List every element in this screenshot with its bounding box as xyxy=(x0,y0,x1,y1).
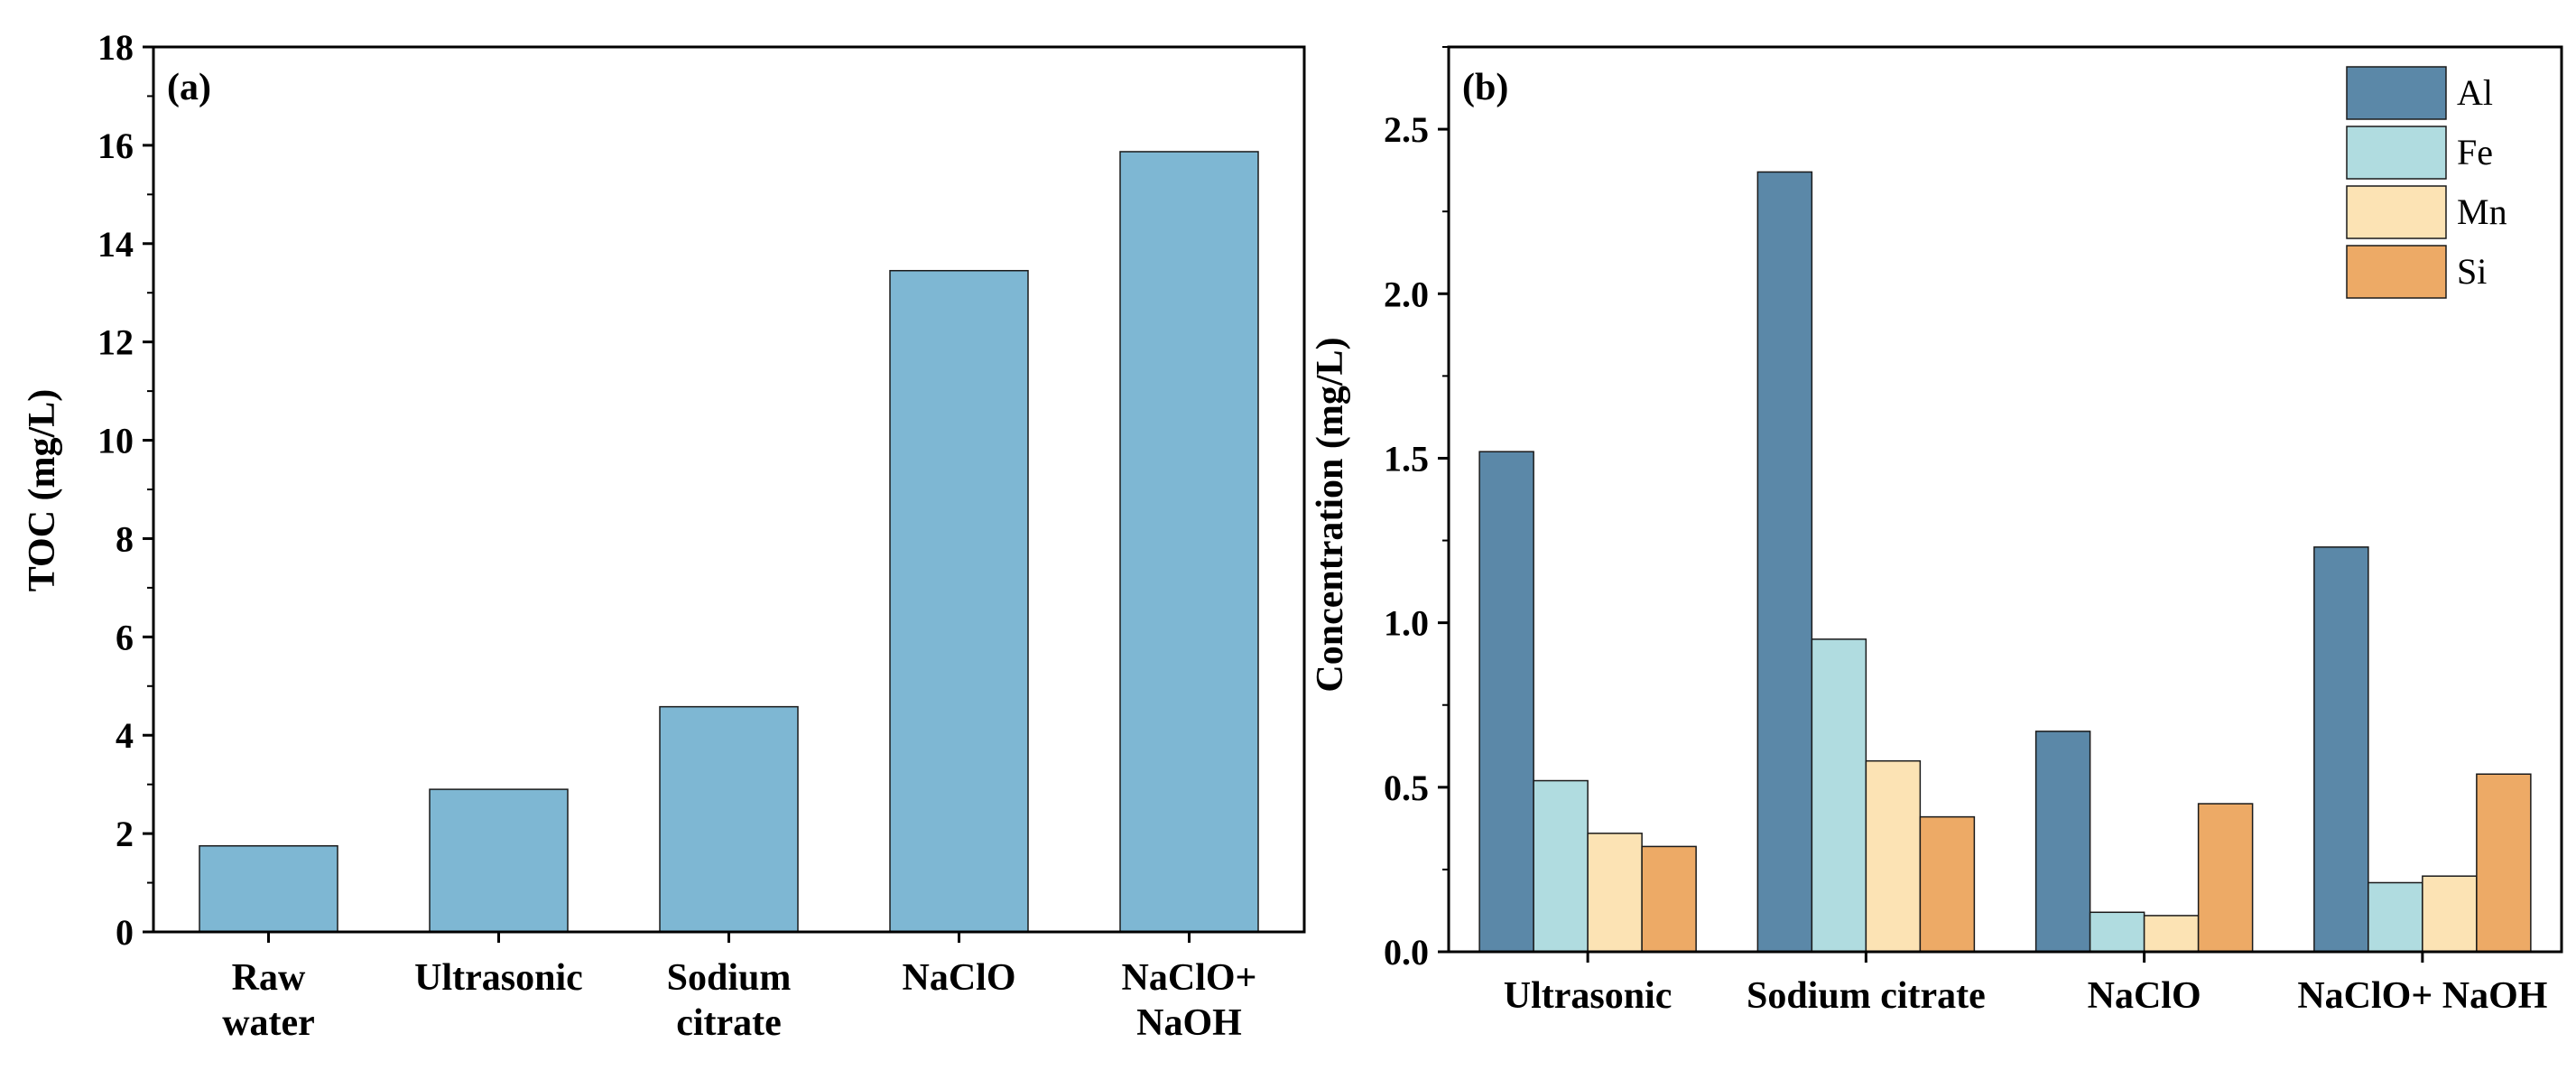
panel-b-y-tick-label: 1.0 xyxy=(1384,603,1429,644)
panel-a-bar xyxy=(659,705,799,933)
panel-b: Concentration (mg/L) (b) 0.0 0.5 1.0 1.5 2.0… xyxy=(1310,45,2563,1017)
legend-swatch-si xyxy=(2346,245,2447,299)
panel-b-bar-fe xyxy=(1811,638,1867,953)
panel-a-plot-frame xyxy=(152,45,1306,934)
panel-a-y-tick-label: 6 xyxy=(116,617,134,657)
panel-a-bar xyxy=(889,269,1029,933)
panel-a-bars xyxy=(199,151,1259,933)
panel-b-tag: (b) xyxy=(1462,67,1508,108)
panel-a-category-label: Sodium xyxy=(667,957,792,999)
panel-b-bar-fe xyxy=(2089,911,2145,953)
panel-a-y-tick-label: 0 xyxy=(116,912,134,953)
panel-b-y-tick-label: 2.5 xyxy=(1384,109,1429,150)
panel-b-bar-al xyxy=(2313,546,2369,953)
panel-b-bar-si xyxy=(2476,773,2532,953)
panel-a-y-axis-title: TOC (mg/L) xyxy=(22,389,63,591)
panel-a-ticks: 0 2 4 6 8 10 12 14 16 18 xyxy=(97,27,153,953)
panel-a-category-label: NaOH xyxy=(1136,1002,1242,1044)
panel-b-y-tick-label: 2.0 xyxy=(1384,274,1429,314)
panel-a-category-label: NaClO xyxy=(903,957,1016,999)
panel-b-category-label: Sodium citrate xyxy=(1747,975,1986,1017)
panel-b-y-axis-title: Concentration (mg/L) xyxy=(1310,337,1351,692)
panel-a-tag: (a) xyxy=(167,67,211,108)
legend-label-al: Al xyxy=(2457,72,2493,113)
panel-b-bar-mn xyxy=(1865,759,1922,953)
panel-a-y-tick-label: 18 xyxy=(97,27,134,68)
panel-b-category-labels: Ultrasonic Sodium citrate NaClO NaClO+ NaOH xyxy=(1504,952,2547,1017)
panel-b-bar-al xyxy=(1478,451,1534,953)
legend-swatch-fe xyxy=(2346,126,2447,180)
panel-a-category-label: water xyxy=(222,1002,315,1044)
panel-a-category-label: Ultrasonic xyxy=(414,957,583,999)
panel-b-bar-mn xyxy=(2422,875,2478,953)
panel-b-bar-si xyxy=(1919,815,1976,953)
panel-b-bar-al xyxy=(2034,731,2091,953)
panel-b-category-label: Ultrasonic xyxy=(1504,975,1673,1017)
legend-label-fe: Fe xyxy=(2457,132,2493,172)
panel-b-y-tick-label: 1.5 xyxy=(1384,438,1429,479)
panel-a-bar xyxy=(1119,151,1259,933)
panel-b-bar-si xyxy=(1641,845,1697,953)
panel-a-category-label: NaClO+ xyxy=(1122,957,1257,999)
legend-label-si: Si xyxy=(2457,251,2487,292)
legend-swatch-mn xyxy=(2346,185,2447,239)
panel-b-bar-fe xyxy=(2368,881,2423,953)
panel-b-bar-si xyxy=(2197,803,2254,953)
panel-b-bar-mn xyxy=(1587,833,1643,953)
panel-a-y-tick-label: 10 xyxy=(97,421,134,461)
panel-b-bar-al xyxy=(1756,171,1813,953)
panel-b-category-label: NaClO xyxy=(2088,975,2201,1017)
legend-label-mn: Mn xyxy=(2457,191,2507,232)
panel-a-y-tick-label: 14 xyxy=(97,224,134,265)
panel-a-y-tick-label: 8 xyxy=(116,518,134,559)
panel-b-plot-frame xyxy=(1447,45,2563,954)
legend-swatch-al xyxy=(2346,66,2447,120)
panel-a-bar xyxy=(199,844,338,933)
panel-b-y-tick-label: 0.0 xyxy=(1384,932,1429,973)
panel-a-y-tick-label: 4 xyxy=(116,715,134,756)
panel-b-ticks: 0.0 0.5 1.0 1.5 2.0 2.5 xyxy=(1384,46,1449,973)
panel-b-bar-mn xyxy=(2143,915,2200,953)
panel-a-category-label: citrate xyxy=(676,1002,782,1044)
panel-a-bar xyxy=(429,788,569,933)
panel-b-bar-fe xyxy=(1533,779,1589,953)
panel-b-category-label: NaClO+ NaOH xyxy=(2297,975,2547,1017)
panel-a-category-label: Raw xyxy=(232,957,306,999)
panel-a-y-tick-label: 2 xyxy=(116,814,134,854)
panel-a-y-tick-label: 12 xyxy=(97,322,134,363)
panel-b-bars xyxy=(1478,171,2532,953)
panel-a-y-tick-label: 16 xyxy=(97,126,134,166)
panel-b-y-tick-label: 0.5 xyxy=(1384,768,1429,808)
panel-b-legend: Al Fe Mn Si xyxy=(2346,66,2507,299)
